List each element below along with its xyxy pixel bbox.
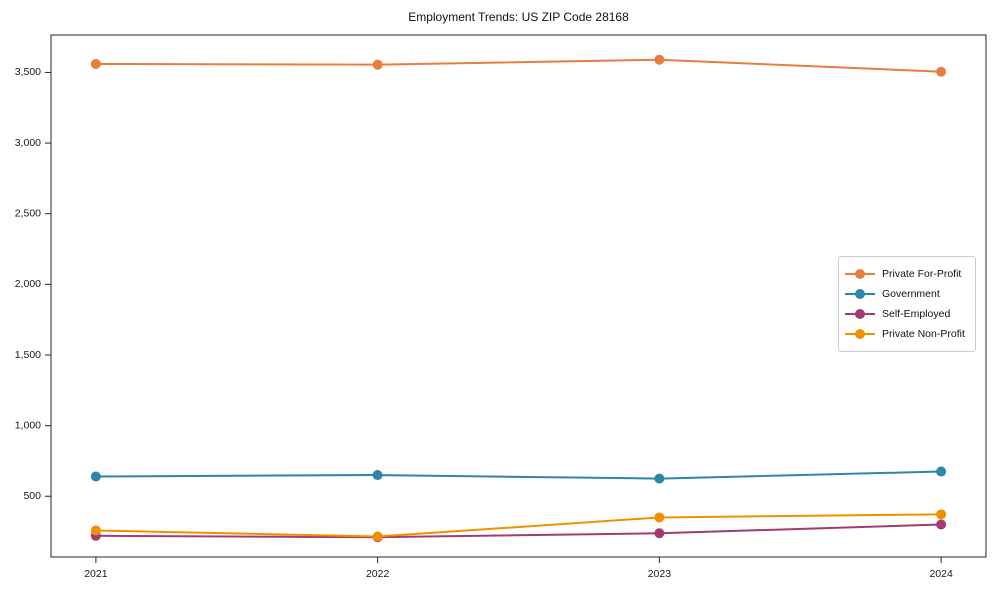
x-tick-label: 2023 xyxy=(648,568,672,580)
series-line-self-employed xyxy=(94,523,943,539)
x-tick-label: 2022 xyxy=(366,568,390,580)
y-tick-label: 500 xyxy=(23,490,41,502)
chart-title: Employment Trends: US ZIP Code 28168 xyxy=(408,10,629,24)
y-tick-label: 3,500 xyxy=(15,66,41,78)
legend-line-dot-icon xyxy=(845,288,875,300)
y-tick-label: 1,500 xyxy=(15,349,41,361)
data-point-self-employed-2023 xyxy=(654,528,665,539)
data-point-private-non-profit-2021 xyxy=(90,525,101,536)
legend-item-private-for-profit: Private For-Profit xyxy=(845,264,966,284)
legend-label: Private Non-Profit xyxy=(882,328,965,340)
legend-label: Self-Employed xyxy=(882,308,951,320)
y-tick-label: 2,000 xyxy=(15,278,41,290)
legend-line-dot-icon xyxy=(845,308,875,320)
data-point-private-for-profit-2021 xyxy=(90,58,101,69)
x-tick-label: 2021 xyxy=(84,568,108,580)
y-tick-label: 2,500 xyxy=(15,207,41,219)
data-point-government-2024 xyxy=(936,466,947,477)
legend-dot xyxy=(855,289,865,299)
legend-line-dot-icon xyxy=(845,268,875,280)
data-point-private-non-profit-2024 xyxy=(936,509,947,520)
data-point-private-for-profit-2024 xyxy=(936,66,947,77)
plot-border xyxy=(50,34,987,558)
series-line-private-for-profit xyxy=(94,58,943,73)
legend-item-self-employed: Self-Employed xyxy=(845,304,966,324)
legend-dot xyxy=(855,309,865,319)
legend: Private For-Profit Government Self-Employe… xyxy=(838,256,976,352)
data-point-private-non-profit-2022 xyxy=(372,531,383,542)
y-tick-label: 3,000 xyxy=(15,137,41,149)
data-point-government-2023 xyxy=(654,473,665,484)
data-point-self-employed-2024 xyxy=(936,519,947,530)
data-point-private-for-profit-2022 xyxy=(372,59,383,70)
series-line-government xyxy=(94,470,943,480)
legend-item-government: Government xyxy=(845,284,966,304)
series-line-private-non-profit xyxy=(94,513,943,538)
data-point-private-non-profit-2023 xyxy=(654,512,665,523)
legend-label: Private For-Profit xyxy=(882,268,962,280)
y-tick-label: 1,000 xyxy=(15,419,41,431)
x-tick-label: 2024 xyxy=(929,568,953,580)
legend-item-private-non-profit: Private Non-Profit xyxy=(845,324,966,344)
legend-dot xyxy=(855,329,865,339)
legend-line-dot-icon xyxy=(845,328,875,340)
legend-dot xyxy=(855,269,865,279)
data-point-private-for-profit-2023 xyxy=(654,54,665,65)
data-point-government-2021 xyxy=(90,471,101,482)
data-point-government-2022 xyxy=(372,470,383,481)
legend-label: Government xyxy=(882,288,940,300)
